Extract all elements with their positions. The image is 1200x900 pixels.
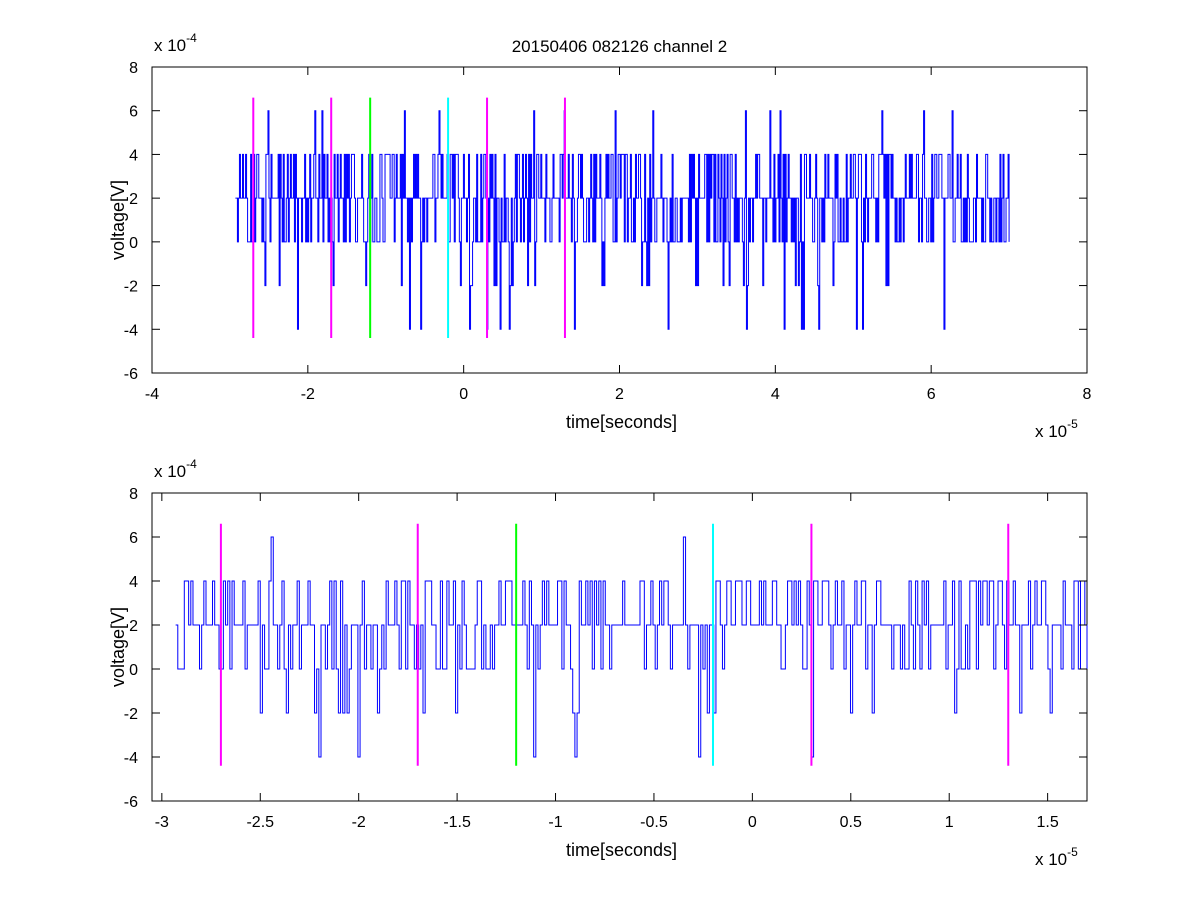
x-tick-label: -1.5 — [443, 814, 471, 831]
chart-title: 20150406 082126 channel 2 — [512, 37, 728, 56]
x-tick-label: -2.5 — [246, 814, 274, 831]
y-tick-label: -6 — [124, 366, 138, 383]
x-tick-label: 1.5 — [1037, 814, 1059, 831]
y-tick-label: 4 — [129, 147, 138, 164]
y-tick-label: -6 — [124, 794, 138, 811]
x-tick-label: 8 — [1083, 386, 1092, 403]
y-exponent-label: x 10-4 — [154, 457, 197, 481]
x-tick-label: 6 — [927, 386, 936, 403]
subplot-1: -4 -2 0 2 4 6 8 -6 -4 -2 0 2 4 6 8 x 10-4 x 10-5 time[sec… — [108, 31, 1092, 441]
x-tick-label: -2 — [301, 386, 315, 403]
x-tick-label: -2 — [352, 814, 366, 831]
subplot-2: -3 -2.5 -2 -1.5 -1 -0.5 0 0.5 1 1.5 -6 -4 -2 0 2 4 6 8 x 1… — [108, 457, 1088, 869]
x-exponent-label: x 10-5 — [1035, 845, 1078, 869]
x-tick-label: -1 — [548, 814, 562, 831]
x-tick-label: 0.5 — [840, 814, 862, 831]
y-tick-label: -2 — [124, 706, 138, 723]
y-axis-label: voltage[V] — [108, 180, 128, 260]
x-tick-label: 1 — [945, 814, 954, 831]
x-tick-label: 0 — [748, 814, 757, 831]
y-tick-label: 8 — [129, 486, 138, 503]
y-tick-label: -4 — [124, 322, 138, 339]
x-tick-label: -0.5 — [640, 814, 668, 831]
axes-box — [151, 492, 1088, 802]
x-axis-label: time[seconds] — [566, 840, 677, 860]
x-tick-label: -3 — [155, 814, 169, 831]
y-tick-label: 4 — [129, 574, 138, 591]
x-exponent-power: -5 — [1067, 845, 1078, 859]
signal-line — [175, 536, 1088, 758]
y-tick-label: 6 — [129, 530, 138, 547]
y-axis-label: voltage[V] — [108, 607, 128, 687]
y-tick-label: 6 — [129, 104, 138, 121]
y-tick-label: 0 — [129, 235, 138, 252]
y-tick-label: 2 — [129, 191, 138, 208]
signal-line — [235, 110, 1010, 330]
y-tick-label: 2 — [129, 618, 138, 635]
x-exponent-label: x 10-5 — [1035, 417, 1078, 441]
x-tick-label: -4 — [145, 386, 159, 403]
y-exponent-power: -4 — [186, 457, 197, 471]
axes-box — [151, 66, 1088, 374]
x-axis-label: time[seconds] — [566, 412, 677, 432]
y-exponent-power: -4 — [186, 31, 197, 45]
x-tick-label: 0 — [459, 386, 468, 403]
y-tick-label: -4 — [124, 750, 138, 767]
x-tick-label: 4 — [771, 386, 780, 403]
y-tick-label: 8 — [129, 60, 138, 77]
x-tick-label: 2 — [615, 386, 624, 403]
y-exponent-label: x 10-4 — [154, 31, 197, 55]
y-tick-label: 0 — [129, 662, 138, 679]
y-tick-label: -2 — [124, 279, 138, 296]
x-exponent-power: -5 — [1067, 417, 1078, 431]
